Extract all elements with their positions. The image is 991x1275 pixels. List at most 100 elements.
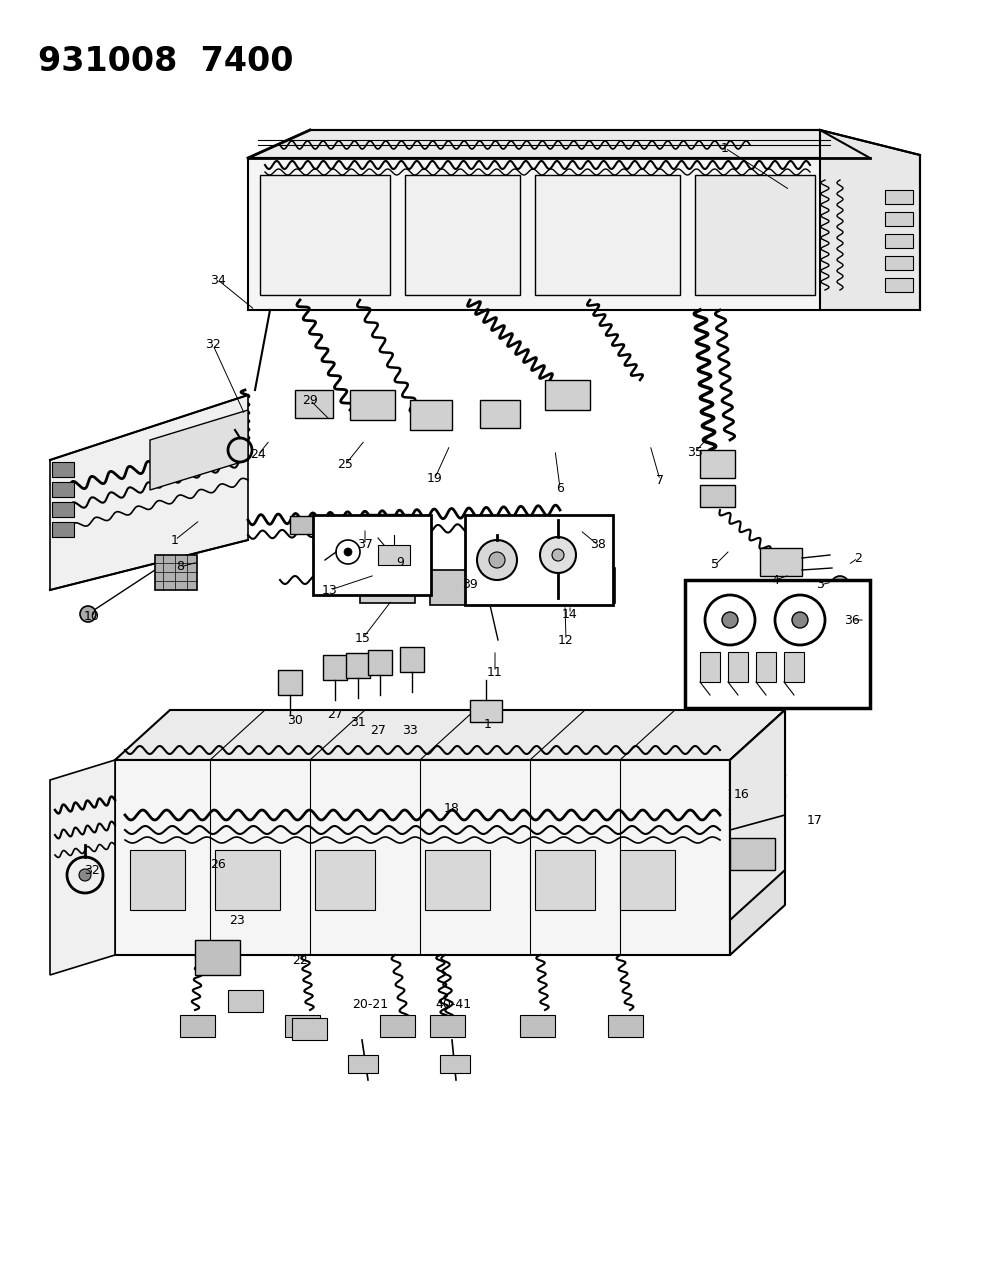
- Bar: [130, 850, 185, 910]
- Text: 5: 5: [711, 558, 719, 571]
- Bar: [155, 555, 197, 590]
- Bar: [700, 450, 735, 478]
- Text: 32: 32: [84, 863, 100, 876]
- Circle shape: [477, 541, 517, 580]
- Bar: [313, 515, 431, 595]
- Text: 6: 6: [556, 482, 564, 495]
- Bar: [470, 700, 502, 722]
- Bar: [215, 850, 280, 910]
- Circle shape: [79, 870, 91, 881]
- Bar: [885, 235, 913, 249]
- Bar: [784, 652, 804, 682]
- Text: 23: 23: [229, 913, 245, 927]
- Bar: [728, 652, 748, 682]
- Polygon shape: [150, 411, 248, 490]
- Bar: [285, 1015, 320, 1037]
- Bar: [885, 190, 913, 204]
- Text: 30: 30: [287, 714, 303, 727]
- Bar: [400, 646, 424, 672]
- Bar: [378, 544, 410, 565]
- Bar: [52, 502, 74, 516]
- Circle shape: [722, 612, 738, 629]
- Bar: [350, 390, 395, 419]
- Text: 15: 15: [355, 631, 371, 644]
- Text: 931008  7400: 931008 7400: [38, 45, 293, 78]
- Bar: [430, 570, 485, 606]
- Polygon shape: [820, 130, 920, 310]
- Bar: [465, 515, 613, 606]
- Text: 40-41: 40-41: [435, 998, 471, 1011]
- Polygon shape: [695, 175, 815, 295]
- Polygon shape: [50, 395, 248, 590]
- Bar: [295, 390, 333, 418]
- Bar: [620, 850, 675, 910]
- Bar: [685, 580, 870, 708]
- Text: 35: 35: [687, 445, 703, 459]
- Polygon shape: [248, 130, 870, 158]
- Bar: [368, 650, 392, 674]
- Polygon shape: [115, 710, 785, 760]
- Bar: [323, 655, 347, 680]
- Bar: [180, 1015, 215, 1037]
- Bar: [410, 400, 452, 430]
- Text: 20-21: 20-21: [352, 998, 388, 1011]
- Text: 29: 29: [302, 394, 318, 407]
- Circle shape: [489, 552, 505, 567]
- Bar: [480, 400, 520, 428]
- Text: 34: 34: [210, 274, 226, 287]
- Bar: [520, 1015, 555, 1037]
- Text: 39: 39: [462, 578, 478, 590]
- Polygon shape: [248, 158, 870, 310]
- Text: 11: 11: [488, 666, 502, 678]
- Text: 12: 12: [558, 634, 574, 646]
- Text: 3: 3: [816, 579, 824, 592]
- Bar: [52, 482, 74, 497]
- Polygon shape: [260, 175, 390, 295]
- Text: 16: 16: [734, 788, 750, 802]
- Text: 27: 27: [327, 709, 343, 722]
- Text: 2: 2: [854, 552, 862, 565]
- Polygon shape: [730, 710, 785, 921]
- Circle shape: [831, 576, 849, 594]
- Text: 25: 25: [337, 459, 353, 472]
- Bar: [360, 514, 410, 532]
- Text: 13: 13: [322, 584, 338, 597]
- Text: 22: 22: [292, 954, 308, 966]
- Text: 8: 8: [176, 561, 184, 574]
- Bar: [608, 1015, 643, 1037]
- Bar: [278, 669, 302, 695]
- Bar: [756, 652, 776, 682]
- Bar: [290, 516, 340, 534]
- Text: 38: 38: [590, 538, 606, 552]
- Text: 36: 36: [844, 613, 860, 626]
- Text: 24: 24: [250, 449, 266, 462]
- Text: 27: 27: [370, 723, 385, 737]
- Bar: [315, 850, 375, 910]
- Text: 37: 37: [357, 538, 373, 552]
- Bar: [885, 212, 913, 226]
- Bar: [700, 484, 735, 507]
- Circle shape: [540, 537, 576, 572]
- Polygon shape: [405, 175, 520, 295]
- Text: 1: 1: [171, 533, 179, 547]
- Text: 17: 17: [807, 813, 823, 826]
- Text: 10: 10: [84, 611, 100, 623]
- Bar: [545, 380, 590, 411]
- Bar: [425, 850, 490, 910]
- Polygon shape: [115, 760, 730, 955]
- Text: 4: 4: [771, 574, 779, 586]
- Circle shape: [344, 548, 352, 556]
- Text: 19: 19: [427, 472, 443, 484]
- Bar: [500, 570, 552, 606]
- Text: 26: 26: [210, 858, 226, 872]
- Bar: [440, 1054, 470, 1074]
- Bar: [348, 1054, 378, 1074]
- Text: 1: 1: [721, 142, 729, 154]
- Bar: [380, 1015, 415, 1037]
- Bar: [885, 256, 913, 270]
- Bar: [52, 521, 74, 537]
- Bar: [360, 567, 415, 603]
- Circle shape: [80, 606, 96, 622]
- Text: 18: 18: [444, 802, 460, 815]
- Bar: [760, 580, 802, 606]
